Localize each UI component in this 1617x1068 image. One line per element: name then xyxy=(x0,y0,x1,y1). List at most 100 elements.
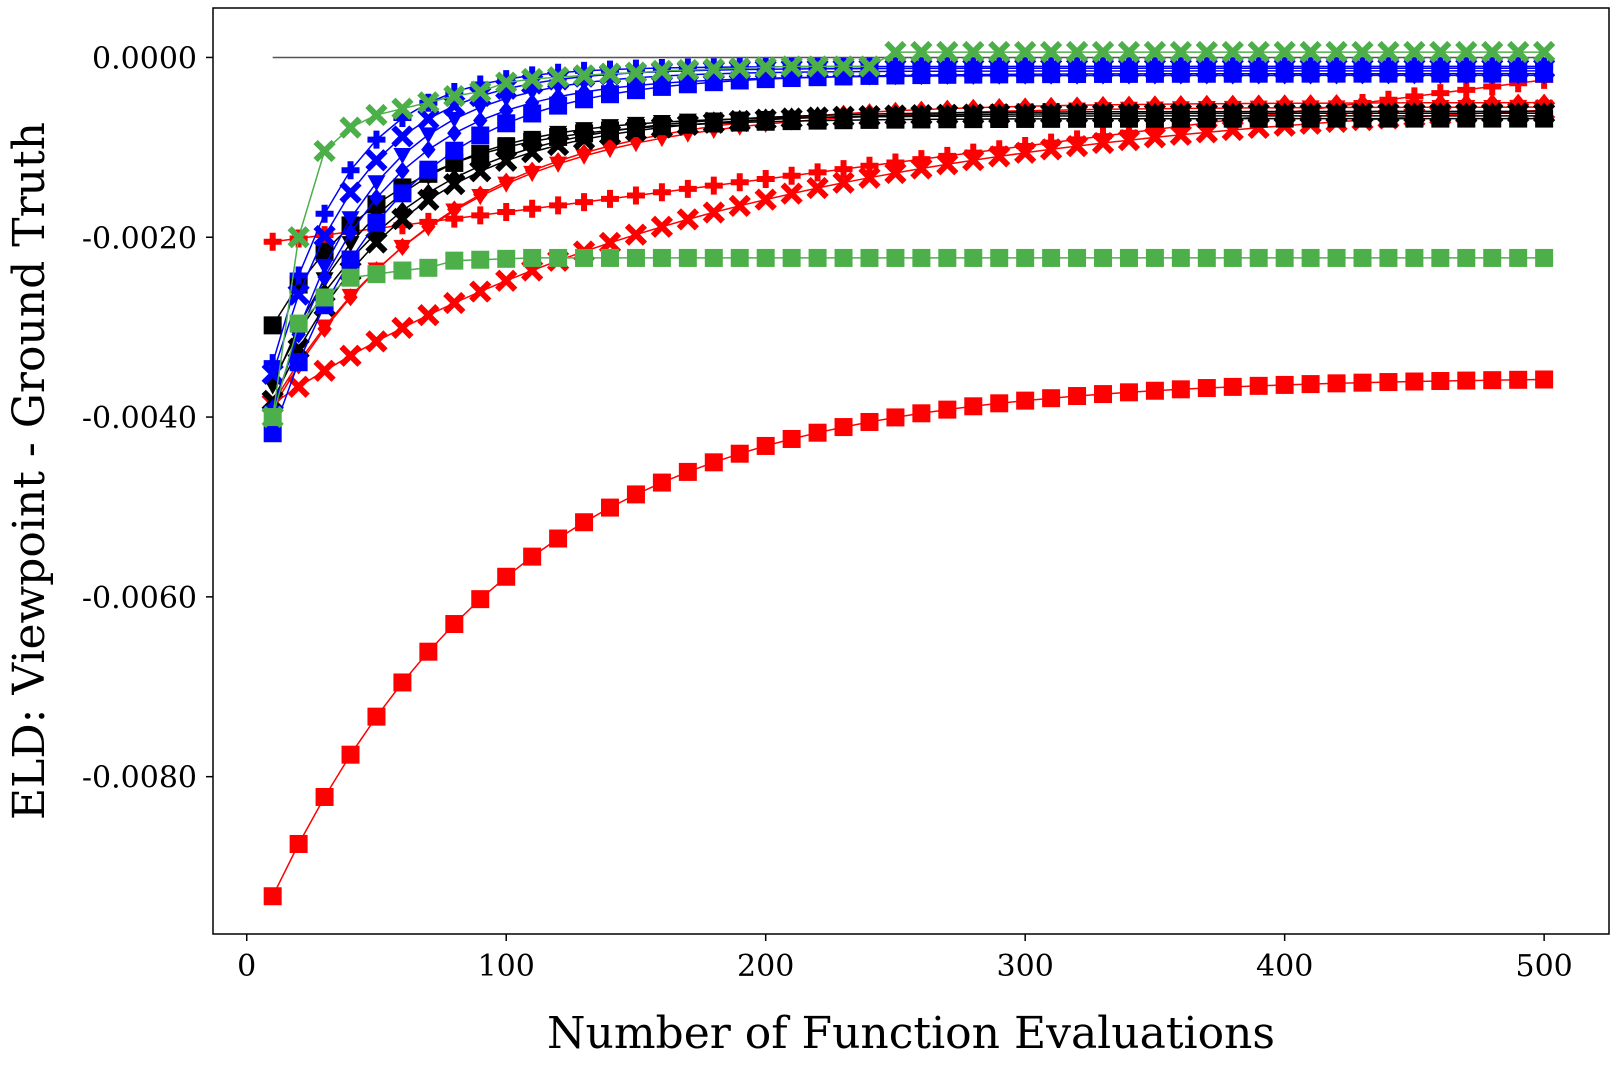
data-point-plus xyxy=(860,156,879,175)
data-point-square xyxy=(1094,248,1113,267)
data-point-plus xyxy=(1094,127,1113,146)
data-point-x xyxy=(1065,40,1089,64)
series-line xyxy=(271,70,1545,413)
series-line xyxy=(272,106,1545,404)
data-point-square xyxy=(1171,380,1190,399)
data-point-x xyxy=(1195,40,1218,64)
data-point-triangle-down xyxy=(419,127,438,144)
data-point-x xyxy=(1507,40,1530,64)
data-point-square xyxy=(523,547,542,566)
data-point-triangle-down xyxy=(497,137,516,154)
data-point-plus xyxy=(601,189,620,208)
data-point-diamond xyxy=(447,200,462,219)
data-point-x xyxy=(858,55,881,78)
data-point-plus xyxy=(678,179,697,198)
data-point-x xyxy=(365,330,388,353)
y-tick-label: 0.0000 xyxy=(92,41,197,76)
data-point-square xyxy=(1223,248,1242,267)
data-point-square xyxy=(315,787,334,806)
data-point-square xyxy=(678,248,697,267)
data-point-triangle-down xyxy=(1249,108,1268,125)
data-point-square xyxy=(1145,248,1164,267)
data-point-diamond xyxy=(473,111,488,130)
data-point-x xyxy=(1273,40,1296,64)
x-tick-label: 300 xyxy=(997,949,1054,984)
data-point-square xyxy=(601,498,620,517)
data-point-x xyxy=(391,125,414,148)
data-point-x xyxy=(495,77,518,100)
data-point-square xyxy=(471,250,490,269)
x-axis-title: Number of Function Evaluations xyxy=(547,1008,1275,1059)
data-point-x xyxy=(313,224,336,248)
data-point-square xyxy=(990,394,1009,413)
data-point-triangle-down xyxy=(834,109,853,126)
data-point-plus xyxy=(808,163,827,182)
data-point-triangle-down xyxy=(912,109,931,126)
data-point-square xyxy=(1249,248,1268,267)
data-point-diamond xyxy=(473,156,488,175)
data-point-square xyxy=(938,400,957,419)
data-point-square xyxy=(523,104,542,123)
data-point-triangle-down xyxy=(1068,108,1087,125)
data-point-square xyxy=(1016,248,1035,267)
data-point-square xyxy=(367,265,386,284)
data-point-x xyxy=(1117,40,1141,64)
data-point-square xyxy=(1431,248,1450,267)
data-point-triangle-down xyxy=(1119,108,1138,125)
data-point-square xyxy=(1119,383,1138,402)
data-point-diamond xyxy=(421,183,436,202)
data-point-square xyxy=(1145,381,1164,400)
data-point-x xyxy=(417,107,440,130)
data-point-triangle-down xyxy=(964,108,983,126)
data-point-triangle-down xyxy=(990,108,1009,126)
data-point-x xyxy=(572,64,596,87)
data-point-square xyxy=(393,261,412,280)
data-point-square xyxy=(549,529,568,548)
data-point-diamond xyxy=(317,268,332,287)
data-point-diamond xyxy=(447,168,462,187)
data-point-triangle-down xyxy=(341,211,360,228)
data-point-square xyxy=(471,126,490,145)
data-point-square xyxy=(263,887,282,906)
data-point-plus xyxy=(1016,136,1035,155)
data-point-x xyxy=(417,91,440,114)
x-tick-label: 500 xyxy=(1515,949,1572,984)
data-point-square xyxy=(912,248,931,267)
data-point-plus xyxy=(912,150,931,169)
data-point-plus xyxy=(964,143,983,162)
data-point-x xyxy=(988,57,1011,80)
data-point-x xyxy=(339,181,362,204)
data-point-triangle-down xyxy=(1405,108,1424,125)
data-point-square xyxy=(860,412,879,431)
series-line xyxy=(272,378,1545,897)
series-line xyxy=(272,109,1545,405)
data-point-x xyxy=(1221,40,1244,64)
data-point-x xyxy=(443,291,466,315)
data-point-square xyxy=(808,423,827,442)
data-point-square xyxy=(419,258,438,277)
data-point-x xyxy=(650,59,674,83)
data-point-triangle-down xyxy=(1171,108,1190,125)
data-point-square xyxy=(626,485,645,504)
data-point-square xyxy=(263,316,282,335)
data-point-x xyxy=(676,208,699,231)
y-tick-label: -0.0060 xyxy=(82,581,197,616)
data-point-triangle-down xyxy=(1042,108,1061,126)
data-point-square xyxy=(1327,248,1346,267)
data-point-triangle-down xyxy=(1145,108,1164,125)
data-point-x xyxy=(1247,40,1270,64)
data-point-square xyxy=(445,251,464,270)
x-tick-label: 200 xyxy=(737,949,794,984)
data-point-x xyxy=(287,226,310,249)
data-point-square xyxy=(964,397,983,416)
data-point-square xyxy=(1509,248,1528,267)
data-point-square xyxy=(1301,248,1320,267)
data-point-square xyxy=(964,248,983,267)
data-point-square xyxy=(419,160,438,179)
data-point-plus xyxy=(263,232,282,251)
data-point-square xyxy=(445,141,464,160)
data-point-square xyxy=(860,248,879,267)
data-point-square xyxy=(367,707,386,726)
data-point-x xyxy=(910,157,933,180)
data-point-square xyxy=(1405,372,1424,391)
